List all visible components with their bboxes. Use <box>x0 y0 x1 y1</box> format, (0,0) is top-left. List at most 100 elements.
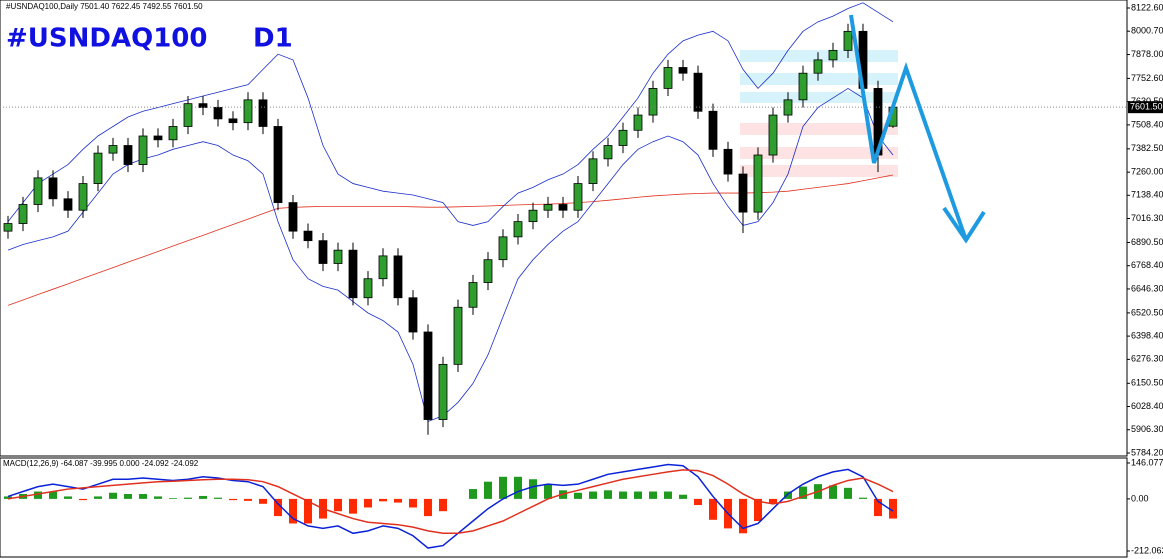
candle-body <box>363 278 373 299</box>
histogram-bar <box>364 498 372 508</box>
histogram-bar <box>829 485 837 499</box>
candle-body <box>708 110 718 150</box>
zone <box>740 147 898 159</box>
histogram-bar <box>619 491 627 499</box>
indicator-line <box>7 87 894 422</box>
zone <box>740 165 898 177</box>
candle-body <box>558 204 568 211</box>
candle-body <box>48 177 58 200</box>
candle-body <box>213 107 223 120</box>
histogram-bar <box>49 491 57 499</box>
candle-body <box>483 259 493 283</box>
histogram-bar <box>124 493 132 499</box>
y-tick-label: 6276.30 <box>1131 354 1163 364</box>
y-tick-label: 8122.60 <box>1131 2 1163 12</box>
histogram-bar <box>244 498 252 501</box>
indicator-line <box>7 2 894 226</box>
candle-body <box>168 126 178 141</box>
arrow-head <box>942 206 986 244</box>
last-price-label: 7601.50 <box>1130 102 1163 112</box>
macd-title: MACD(12,26,9) -64.087 -39.995 0.000 -24.… <box>3 459 199 468</box>
histogram-bar <box>664 491 672 499</box>
y-tick-label: 5906.30 <box>1131 424 1163 434</box>
y-tick-label: 7508.40 <box>1131 119 1163 129</box>
y-tick-label: 5784.20 <box>1131 447 1163 457</box>
candle-body <box>678 67 688 74</box>
histogram-bar <box>349 498 357 514</box>
candle-body <box>63 198 73 211</box>
candle-body <box>453 306 463 365</box>
y-tick-label: 6768.40 <box>1131 260 1163 270</box>
candle-body <box>243 99 253 124</box>
candle-body <box>228 118 238 124</box>
header: #USNDAQ100,Daily 7501.40 7622.45 7492.55… <box>6 2 203 11</box>
histogram-bar <box>784 491 792 499</box>
timeframe: D1 <box>253 24 293 54</box>
histogram-bar <box>739 498 747 534</box>
y-tick-label: 7878.00 <box>1131 49 1163 59</box>
zone <box>740 92 898 103</box>
histogram-bar <box>634 491 642 499</box>
candle-body <box>828 49 838 61</box>
histogram-bar <box>259 498 267 504</box>
candle-body <box>603 145 613 160</box>
histogram-bar <box>694 498 702 506</box>
y-tick-label: 6398.40 <box>1131 330 1163 340</box>
candle-body <box>693 72 703 112</box>
histogram-bar <box>199 495 207 499</box>
candle-body <box>513 221 523 238</box>
candle-body <box>18 204 28 224</box>
candle-body <box>408 297 418 333</box>
candle-body <box>843 30 853 51</box>
chart-title: #USNDAQ100 <box>6 24 207 54</box>
histogram-bar <box>484 481 492 499</box>
histogram-bar <box>604 490 612 499</box>
forecast-arrow <box>849 14 968 241</box>
candle-body <box>93 152 103 184</box>
histogram-bar <box>649 491 657 499</box>
candle-body <box>33 177 43 205</box>
y-tick-label: 6028.40 <box>1131 401 1163 411</box>
candle-body <box>333 249 343 264</box>
histogram-bar <box>799 486 807 499</box>
candle-body <box>573 183 583 211</box>
candle-body <box>288 202 298 232</box>
histogram-bar <box>79 498 87 501</box>
histogram-bar <box>394 498 402 503</box>
candle-body <box>528 209 538 223</box>
y-tick-label: 6646.30 <box>1131 283 1163 293</box>
candle-body <box>78 183 88 211</box>
candle-body <box>663 67 673 89</box>
candle-body <box>303 230 313 242</box>
histogram-bar <box>514 476 522 499</box>
histogram-bar <box>469 489 477 499</box>
y-tick-label: 0.00 <box>1131 493 1149 503</box>
histogram-bar <box>334 498 342 512</box>
histogram-bar <box>304 498 312 524</box>
candle-body <box>648 88 658 116</box>
candle-body <box>723 148 733 175</box>
histogram-bar <box>769 498 777 504</box>
candle-body <box>768 114 778 156</box>
indicator-line <box>7 469 894 535</box>
candle-body <box>138 135 148 165</box>
candle-body <box>783 99 793 116</box>
histogram-bar <box>499 476 507 499</box>
candle-body <box>3 223 13 232</box>
histogram-bar <box>424 498 432 517</box>
candle-body <box>738 173 748 213</box>
histogram-bar <box>679 494 687 499</box>
indicator-line <box>7 463 894 549</box>
y-tick-label: -212.063 <box>1131 545 1163 555</box>
histogram-bar <box>439 498 447 512</box>
macd-panel <box>0 457 1128 558</box>
candle-body <box>153 135 163 141</box>
candle-body <box>753 154 763 213</box>
y-tick-label: 7138.40 <box>1131 190 1163 200</box>
y-tick-label: 7260.00 <box>1131 167 1163 177</box>
candle-body <box>183 103 193 127</box>
histogram-bar <box>844 487 852 499</box>
candle-body <box>348 249 358 299</box>
price-panel <box>0 0 1128 457</box>
